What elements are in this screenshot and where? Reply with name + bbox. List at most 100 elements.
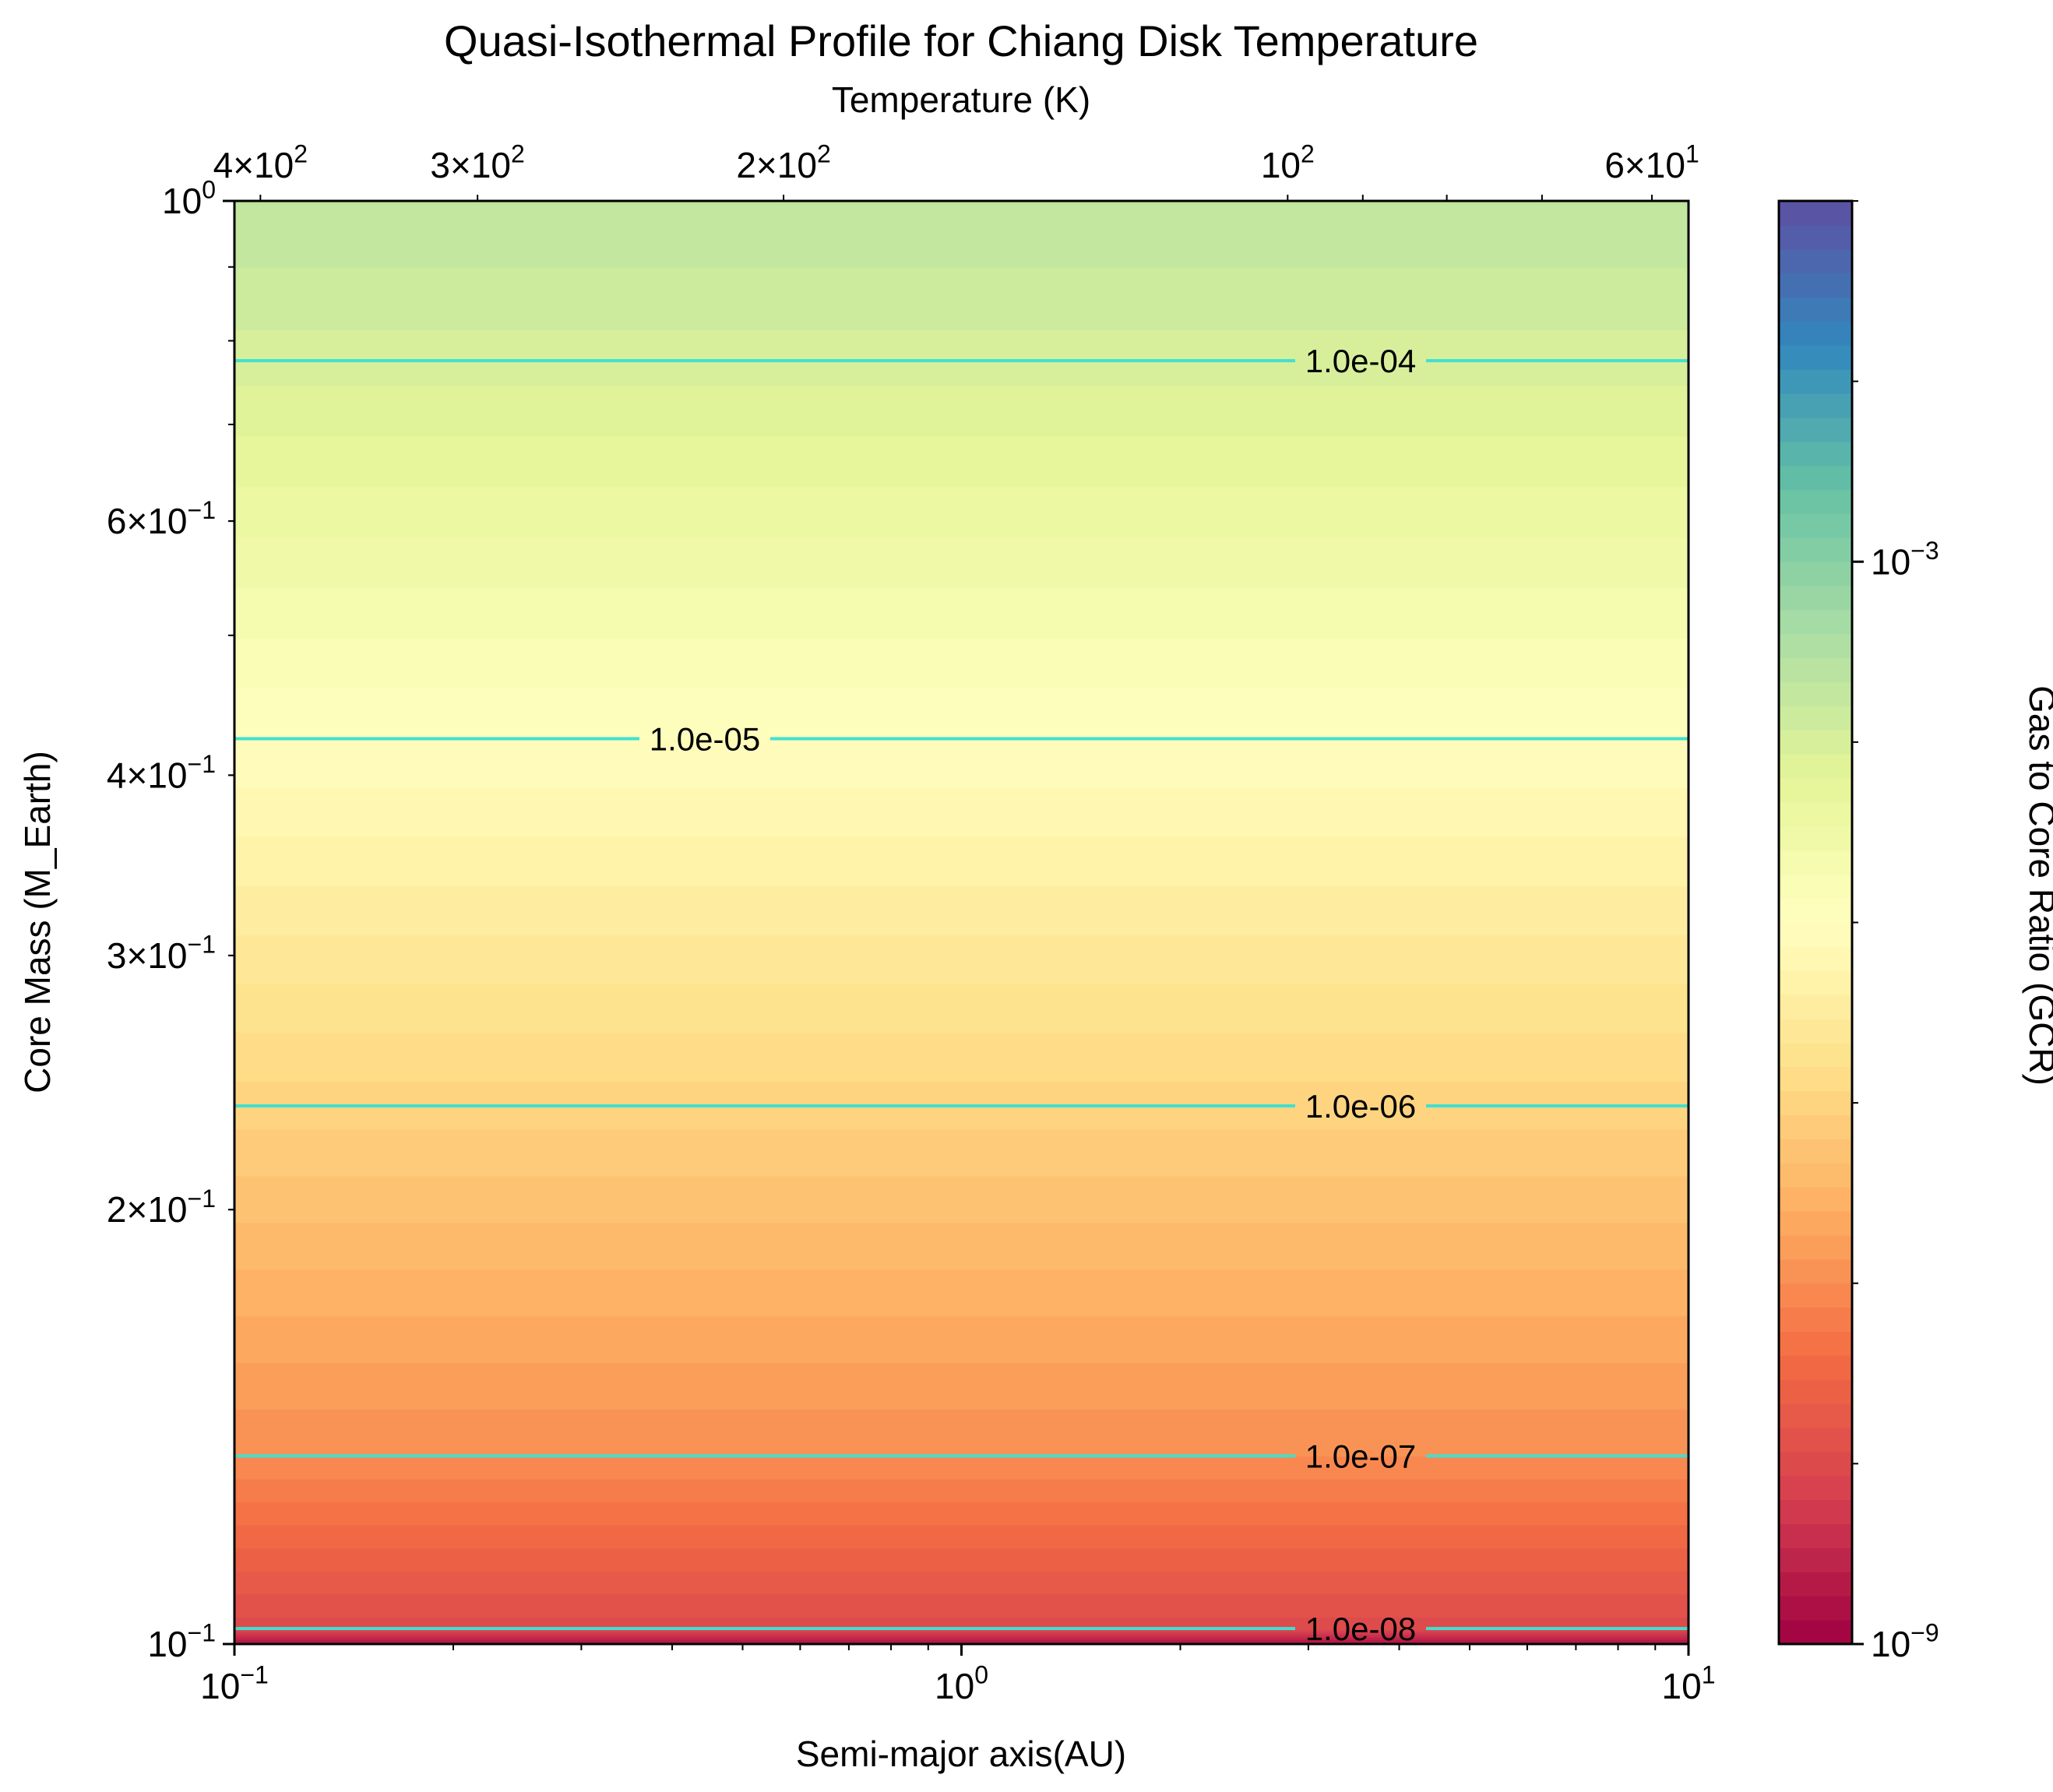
colorbar-band <box>1779 1499 1852 1525</box>
heatmap-band <box>234 738 1689 788</box>
colorbar-band <box>1779 1234 1852 1260</box>
colorbar <box>1779 200 1852 1645</box>
colorbar-band <box>1779 1475 1852 1501</box>
colorbar-band <box>1779 1042 1852 1068</box>
y-tick-label: 2×10−1 <box>107 1185 216 1230</box>
colorbar-ticks: 10−9 10−3 <box>1852 200 1939 1664</box>
colorbar-band <box>1779 850 1852 875</box>
heatmap-band <box>234 688 1689 739</box>
colorbar-band <box>1779 1210 1852 1236</box>
colorbar-band <box>1779 1283 1852 1308</box>
colorbar-band <box>1779 248 1852 274</box>
contour-label: 1.0e-05 <box>650 720 760 757</box>
heatmap-band <box>234 537 1689 588</box>
contour-labels: 1.0e-04 1.0e-05 1.0e-06 1.0e-07 1.0e-08 <box>650 343 1416 1647</box>
colorbar-band <box>1779 1307 1852 1333</box>
colorbar-band <box>1779 801 1852 827</box>
colorbar-band <box>1779 585 1852 611</box>
colorbar-band <box>1779 200 1852 226</box>
x-axis-ticks: 10−1 100 101 <box>200 1644 1715 1706</box>
top-tick-label: 2×102 <box>736 140 830 185</box>
top-tick-label: 4×102 <box>213 140 308 185</box>
colorbar-band <box>1779 1571 1852 1597</box>
colorbar-band <box>1779 465 1852 491</box>
heatmap-band <box>234 1524 1689 1549</box>
colorbar-band <box>1779 320 1852 346</box>
colorbar-band <box>1779 393 1852 418</box>
colorbar-band <box>1779 1090 1852 1116</box>
colorbar-band <box>1779 994 1852 1019</box>
heatmap-band <box>234 1632 1689 1635</box>
heatmap-band <box>234 885 1689 935</box>
colorbar-band <box>1779 512 1852 538</box>
heatmap-band <box>234 1629 1689 1633</box>
x-tick-label: 100 <box>935 1661 988 1706</box>
colorbar-band <box>1779 297 1852 322</box>
colorbar-band <box>1779 1595 1852 1621</box>
colorbar-band <box>1779 1018 1852 1044</box>
colorbar-band <box>1779 1331 1852 1356</box>
colorbar-band <box>1779 489 1852 514</box>
heatmap-band <box>234 1222 1689 1270</box>
colorbar-band <box>1779 224 1852 250</box>
colorbar-band <box>1779 1186 1852 1212</box>
colorbar-band <box>1779 441 1852 466</box>
top-tick-label: 6×101 <box>1604 140 1699 185</box>
colorbar-band <box>1779 537 1852 562</box>
colorbar-band <box>1779 561 1852 586</box>
colorbar-band <box>1779 826 1852 851</box>
top-axis-label: Temperature (K) <box>832 79 1090 120</box>
colorbar-band <box>1779 1403 1852 1428</box>
heatmap-band <box>234 1409 1689 1456</box>
colorbar-band <box>1779 729 1852 755</box>
colorbar-band <box>1779 1427 1852 1452</box>
heatmap-band <box>234 1616 1689 1631</box>
colorbar-band <box>1779 368 1852 394</box>
colorbar-band <box>1779 753 1852 779</box>
heatmap-band <box>234 1502 1689 1526</box>
y-axis-label: Core Mass (M_Earth) <box>17 751 58 1093</box>
y-tick-label: 10−1 <box>147 1619 216 1664</box>
colorbar-tick-label: 10−9 <box>1871 1619 1939 1664</box>
colorbar-tick-label: 10−3 <box>1871 537 1939 582</box>
heatmap-band <box>234 385 1689 437</box>
colorbar-band <box>1779 898 1852 923</box>
heatmap-band <box>234 836 1689 886</box>
heatmap-band <box>234 1175 1689 1223</box>
heatmap-band <box>234 1032 1689 1083</box>
colorbar-band <box>1779 922 1852 947</box>
contour-label: 1.0e-06 <box>1305 1088 1416 1125</box>
colorbar-band <box>1779 970 1852 995</box>
y-tick-label: 100 <box>162 176 216 221</box>
y-tick-label: 6×10−1 <box>107 496 216 541</box>
heatmap-band <box>234 266 1689 330</box>
heatmap-band <box>234 1636 1689 1641</box>
colorbar-band <box>1779 633 1852 659</box>
contour-lines <box>234 359 1689 1631</box>
heatmap-band <box>234 1269 1689 1317</box>
colorbar-band <box>1779 1138 1852 1164</box>
heatmap-band <box>234 1547 1689 1572</box>
y-tick-label: 4×10−1 <box>107 750 216 795</box>
heatmap-band <box>234 201 1689 206</box>
colorbar-band <box>1779 273 1852 298</box>
y-axis-ticks: 10−1 2×10−1 3×10−1 4×10−1 6×10−1 100 <box>107 176 234 1664</box>
heatmap-band <box>234 934 1689 984</box>
contour-label: 1.0e-04 <box>1305 343 1416 379</box>
heatmap-band <box>234 329 1689 386</box>
colorbar-label: Gas to Core Ratio (GCR) <box>2022 685 2053 1086</box>
top-axis-ticks: 4×102 3×102 2×102 102 6×101 <box>213 140 1699 201</box>
colorbar-band <box>1779 1378 1852 1404</box>
heatmap-band <box>234 1634 1689 1638</box>
heatmap-band <box>234 1639 1689 1643</box>
contour-label: 1.0e-07 <box>1305 1438 1416 1474</box>
colorbar-band <box>1779 945 1852 971</box>
heatmap-band <box>234 1362 1689 1410</box>
colorbar-band <box>1779 657 1852 683</box>
colorbar-band <box>1779 344 1852 370</box>
heatmap-bands <box>234 201 1689 1644</box>
colorbar-band <box>1779 681 1852 707</box>
heatmap-band <box>234 435 1689 488</box>
colorbar-band <box>1779 609 1852 635</box>
heatmap-band <box>234 787 1689 837</box>
